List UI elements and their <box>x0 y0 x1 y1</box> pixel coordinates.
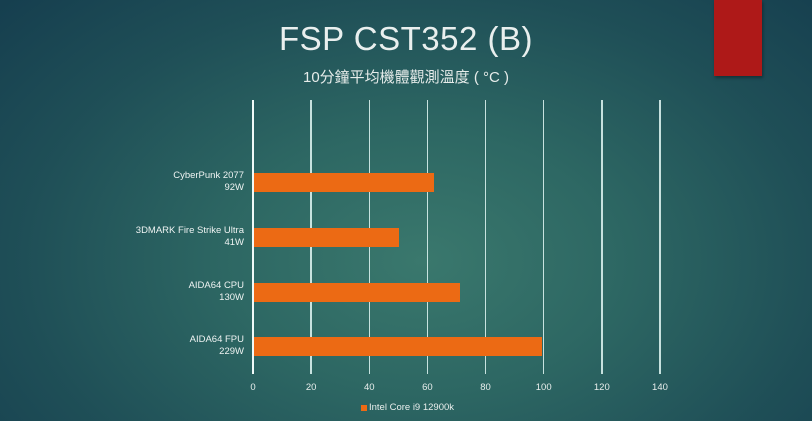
x-tick-label: 0 <box>250 382 256 393</box>
category-power: 41W <box>224 237 244 248</box>
gridline <box>426 100 429 374</box>
chart-legend: Intel Core i9 12900k <box>361 402 454 413</box>
slide-title: FSP CST352 (B) <box>279 20 533 57</box>
accent-tab <box>714 0 762 76</box>
x-tick-label: 60 <box>422 382 433 393</box>
category-label: CyberPunk 2077 92W <box>173 170 244 194</box>
gridline <box>484 100 487 374</box>
x-tick-label: 20 <box>305 382 317 393</box>
bar <box>254 173 435 192</box>
category-name: AIDA64 FPU <box>189 334 244 345</box>
legend-label: Intel Core i9 12900k <box>369 402 455 413</box>
x-tick-label: 140 <box>652 382 668 393</box>
bar <box>254 283 461 302</box>
category-label: AIDA64 CPU 130W <box>189 280 244 304</box>
x-tick-label: 120 <box>593 382 610 393</box>
bar <box>254 337 542 356</box>
gridline <box>601 100 603 374</box>
category-name: CyberPunk 2077 <box>173 170 244 181</box>
category-name: AIDA64 CPU <box>188 280 244 291</box>
x-tick-label: 80 <box>480 382 491 393</box>
category-label: 3DMARK Fire Strike Ultra 41W <box>136 225 244 249</box>
y-axis-line <box>252 100 254 374</box>
category-name: 3DMARK Fire Strike Ultra <box>135 225 244 236</box>
x-tick-label: 100 <box>535 382 552 393</box>
x-tick-label: 40 <box>363 382 375 393</box>
legend-swatch <box>361 404 367 411</box>
category-label: AIDA64 FPU 229W <box>190 334 244 358</box>
category-power: 229W <box>219 346 244 357</box>
bar <box>254 228 400 247</box>
category-power: 130W <box>219 292 244 303</box>
chart-subtitle: 10分鐘平均機體觀測溫度 ( °C ) <box>302 69 509 86</box>
category-power: 92W <box>224 182 244 193</box>
gridline <box>542 100 545 374</box>
gridline <box>659 100 661 374</box>
